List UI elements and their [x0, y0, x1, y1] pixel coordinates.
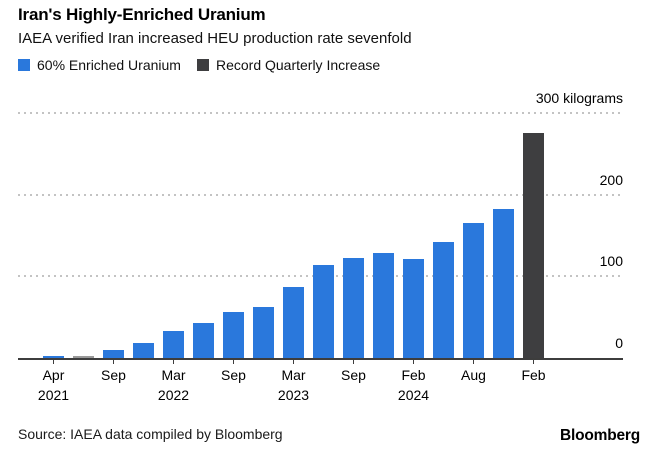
bar-8-blue	[253, 307, 274, 358]
x-tick-mark	[533, 359, 534, 364]
y-axis-label-0: 0	[615, 335, 623, 351]
x-tick-mark	[113, 359, 114, 364]
x-tick-label-feb: Feb	[521, 367, 546, 383]
bar-6-blue	[193, 322, 214, 358]
chart-subtitle: IAEA verified Iran increased HEU product…	[18, 30, 412, 47]
x-tick-mark	[473, 359, 474, 364]
x-tick-mark	[173, 359, 174, 364]
bar-2-gray	[73, 355, 94, 358]
legend-swatch-dark	[196, 59, 209, 71]
gridline-300	[18, 112, 623, 114]
x-tick-mark	[353, 359, 354, 364]
x-tick-label-apr-2021: Apr 2021	[37, 367, 70, 403]
x-tick-label-feb-2024: Feb 2024	[397, 367, 430, 403]
page-title: Iran's Highly-Enriched Uranium	[18, 5, 266, 24]
plot-area: 300 kilograms 200 100 0 Apr 2021 Sep Mar 2022 Sep…	[18, 91, 623, 403]
x-tick-mark	[293, 359, 294, 364]
x-tick-mark	[413, 359, 414, 364]
y-axis-label-200: 200	[599, 171, 623, 188]
x-tick-label-sep: Sep	[341, 367, 366, 383]
bar-3-blue	[103, 349, 124, 358]
legend-label: Record Quarterly Increase	[215, 57, 381, 73]
bar-15-blue	[463, 223, 484, 358]
legend-item-60-enriched-uranium: 60% Enriched Uranium	[18, 57, 181, 73]
source-note: Source: IAEA data compiled by Bloomberg	[18, 426, 283, 442]
x-tick-label-sep: Sep	[221, 367, 246, 383]
x-tick-mark	[53, 359, 54, 364]
y-axis-label-100: 100	[599, 253, 623, 270]
bar-5-blue	[163, 331, 184, 358]
bar-17-dark	[523, 133, 544, 358]
bar-11-blue	[343, 258, 364, 358]
legend-item-record-quarterly-increase: Record Quarterly Increase	[196, 57, 381, 73]
legend: 60% Enriched Uranium Record Quarterly In…	[18, 57, 380, 73]
gridline-200	[18, 193, 623, 196]
legend-label: 60% Enriched Uranium	[37, 57, 181, 73]
bar-1-blue	[43, 356, 64, 358]
legend-swatch-blue	[18, 59, 30, 71]
x-tick-label-mar-2022: Mar 2022	[157, 367, 190, 403]
x-tick-label-sep: Sep	[101, 367, 126, 383]
bar-10-blue	[313, 264, 334, 358]
bar-7-blue	[223, 312, 244, 358]
bar-16-blue	[493, 209, 514, 358]
bar-4-blue	[133, 343, 154, 358]
bar-14-blue	[433, 242, 454, 358]
bar-12-blue	[373, 253, 394, 358]
x-tick-label-aug: Aug	[461, 367, 486, 383]
bloomberg-logo: Bloomberg	[559, 427, 640, 444]
x-tick-mark	[233, 359, 234, 364]
bar-9-blue	[283, 286, 304, 358]
bar-13-blue	[403, 259, 424, 358]
x-axis-line	[18, 358, 623, 360]
x-tick-label-mar-2023: Mar 2023	[277, 367, 310, 403]
y-axis-label-300: 300 kilograms	[535, 90, 623, 106]
